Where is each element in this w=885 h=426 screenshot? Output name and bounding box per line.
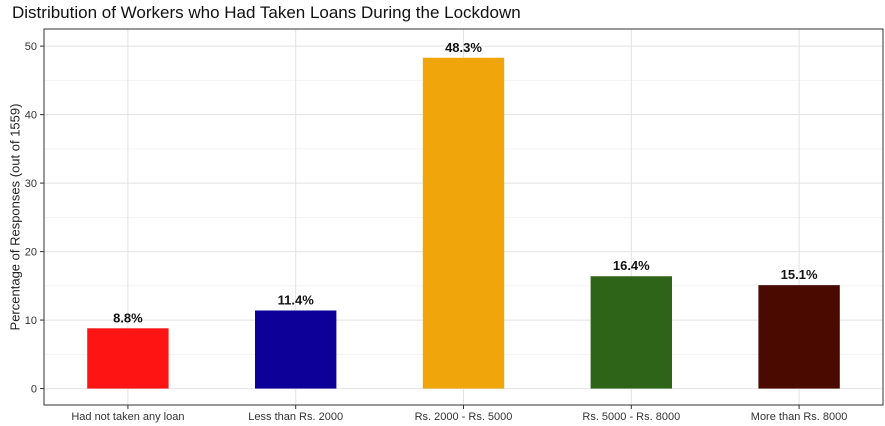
bar <box>422 57 505 389</box>
y-tick-label: 30 <box>25 178 37 190</box>
chart-title: Distribution of Workers who Had Taken Lo… <box>12 3 521 22</box>
data-labels: 8.8% 11.4% 48.3% 16.4% 15.1% <box>113 40 818 326</box>
y-tick-label: 20 <box>25 247 37 259</box>
y-tick-label: 40 <box>25 110 37 122</box>
axes: 0 10 20 30 40 50 Had not taken any loan Less th… <box>25 41 848 423</box>
y-axis-title: Percentage of Responses (out of 1559) <box>7 104 22 331</box>
bar-value-label: 15.1% <box>781 267 818 282</box>
bar <box>87 328 169 389</box>
bar <box>255 310 337 389</box>
x-tick-label: Rs. 2000 - Rs. 5000 <box>415 411 513 423</box>
x-tick-label: Less than Rs. 2000 <box>248 411 343 423</box>
bar-value-label: 8.8% <box>113 310 143 325</box>
y-tick-label: 0 <box>31 384 37 396</box>
y-tick-label: 10 <box>25 315 37 327</box>
bar-value-label: 48.3% <box>445 40 482 55</box>
bars <box>87 57 840 389</box>
x-tick-label: Rs. 5000 - Rs. 8000 <box>582 411 680 423</box>
x-tick-label: Had not taken any loan <box>71 411 184 423</box>
y-tick-label: 50 <box>25 41 37 53</box>
x-tick-label: More than Rs. 8000 <box>751 411 848 423</box>
bar-value-label: 11.4% <box>278 292 315 307</box>
bar <box>758 285 840 389</box>
bar-value-label: 16.4% <box>613 258 650 273</box>
bar <box>590 276 672 389</box>
